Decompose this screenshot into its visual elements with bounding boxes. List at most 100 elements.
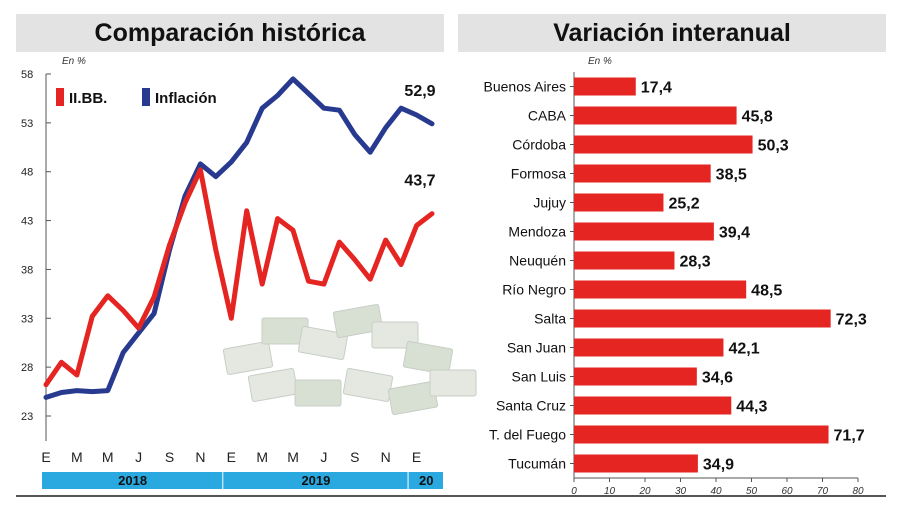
category-label: Formosa xyxy=(511,166,566,182)
y-tick-label: 43 xyxy=(21,216,33,228)
banknote-stack xyxy=(342,368,394,402)
x-tick-label: E xyxy=(41,449,50,465)
bar xyxy=(574,454,698,473)
y-tick-label: 23 xyxy=(21,411,33,423)
left-chart-title: Comparación histórica xyxy=(16,14,444,52)
right-chart-title: Variación interanual xyxy=(458,14,886,52)
line-chart: En % 23 28 33 38 43 48 53 58 E M M J S N E M M J S N E 2018 201… xyxy=(21,56,477,489)
x-tick-label: 70 xyxy=(817,486,829,497)
category-label: Santa Cruz xyxy=(496,398,566,414)
legend: II.BB. Inflación xyxy=(56,88,217,107)
category-label: Tucumán xyxy=(508,456,566,472)
x-tick-label: 0 xyxy=(571,486,577,497)
category-label: Salta xyxy=(534,311,566,327)
category-label: Jujuy xyxy=(533,195,566,211)
category-label: Río Negro xyxy=(502,282,566,298)
x-tick-label: 50 xyxy=(746,486,758,497)
y-tick-label: 38 xyxy=(21,264,33,276)
banknotes-illustration xyxy=(222,304,477,415)
bar-chart: En % 0 10 20 30 40 50 60 70 80 Buenos Aires 17,4 CAB… xyxy=(484,56,867,497)
legend-label-iibb: II.BB. xyxy=(69,90,107,107)
bar-value-label: 25,2 xyxy=(668,196,699,213)
x-tick-label: 20 xyxy=(638,486,651,497)
series-line xyxy=(43,76,435,400)
bar-value-label: 44,3 xyxy=(736,399,767,416)
x-tick-label: N xyxy=(381,449,391,465)
bar xyxy=(574,164,711,183)
x-tick-label: E xyxy=(227,449,236,465)
year-label: 2018 xyxy=(118,473,147,488)
y-tick-label: 58 xyxy=(21,69,33,81)
x-tick-label: 10 xyxy=(604,486,616,497)
x-tick-label: S xyxy=(350,449,359,465)
year-band-segment xyxy=(42,472,223,489)
bar xyxy=(574,338,724,357)
category-label: Córdoba xyxy=(512,137,566,153)
x-tick-label: 60 xyxy=(781,486,793,497)
bar xyxy=(574,222,714,241)
x-tick-label: E xyxy=(412,449,421,465)
y-tick-label: 33 xyxy=(21,313,33,325)
series-line xyxy=(43,167,435,388)
y-tick-label: 28 xyxy=(21,362,33,374)
year-label: 20 xyxy=(419,473,433,488)
x-tick-label: N xyxy=(195,449,205,465)
bar-value-label: 42,1 xyxy=(728,341,759,358)
banknote-stack xyxy=(429,369,477,397)
bar-value-label: 34,9 xyxy=(703,457,734,474)
banknote-stack xyxy=(297,326,349,360)
banknote-stack xyxy=(247,368,299,402)
bar-value-label: 17,4 xyxy=(641,80,672,97)
legend-swatch-iibb xyxy=(56,88,64,106)
year-band-segment xyxy=(223,472,408,489)
y-tick-label: 53 xyxy=(21,118,33,130)
banknote-stack xyxy=(222,341,274,375)
category-label: Mendoza xyxy=(508,224,566,240)
x-tick-label: J xyxy=(320,449,327,465)
x-tick-label: M xyxy=(287,449,299,465)
banknote-stack xyxy=(294,379,342,407)
category-label: Neuquén xyxy=(509,253,566,269)
banknote-stack xyxy=(402,341,454,375)
right-unit-label: En % xyxy=(588,56,612,67)
category-label: San Juan xyxy=(507,340,566,356)
banknote-stack xyxy=(332,304,384,338)
x-tick-label: J xyxy=(135,449,142,465)
bar-value-label: 39,4 xyxy=(719,225,750,242)
legend-swatch-inflacion xyxy=(142,88,150,106)
bar xyxy=(574,425,829,444)
y-tick-label: 48 xyxy=(21,167,33,179)
x-tick-label: 80 xyxy=(852,486,864,497)
bottom-divider xyxy=(16,495,886,497)
bar xyxy=(574,193,664,212)
left-unit-label: En % xyxy=(62,56,86,67)
x-tick-label: 40 xyxy=(710,486,722,497)
bar-value-label: 45,8 xyxy=(742,109,773,126)
bar-value-label: 28,3 xyxy=(679,254,710,271)
bar xyxy=(574,367,697,386)
bar-value-label: 71,7 xyxy=(834,428,865,445)
x-tick-label: M xyxy=(102,449,114,465)
bar xyxy=(574,135,753,154)
legend-label-inflacion: Inflación xyxy=(155,90,217,107)
category-label: San Luis xyxy=(512,369,566,385)
banknote-stack xyxy=(371,321,419,349)
category-label: Buenos Aires xyxy=(484,79,567,95)
x-tick-label: S xyxy=(165,449,174,465)
bar-value-label: 38,5 xyxy=(716,167,747,184)
bar-value-label: 50,3 xyxy=(758,138,789,155)
category-label: CABA xyxy=(528,108,567,124)
bar-value-label: 34,6 xyxy=(702,370,733,387)
bar xyxy=(574,309,831,328)
bar xyxy=(574,280,747,299)
bar xyxy=(574,396,732,415)
bar xyxy=(574,77,636,96)
x-tick-label: 30 xyxy=(675,486,687,497)
iibb-end-label: 43,7 xyxy=(404,173,435,190)
bar-value-label: 72,3 xyxy=(836,312,867,329)
bar xyxy=(574,251,675,270)
bar-value-label: 48,5 xyxy=(751,283,782,300)
year-band-segment xyxy=(408,472,443,489)
category-label: T. del Fuego xyxy=(489,427,566,443)
